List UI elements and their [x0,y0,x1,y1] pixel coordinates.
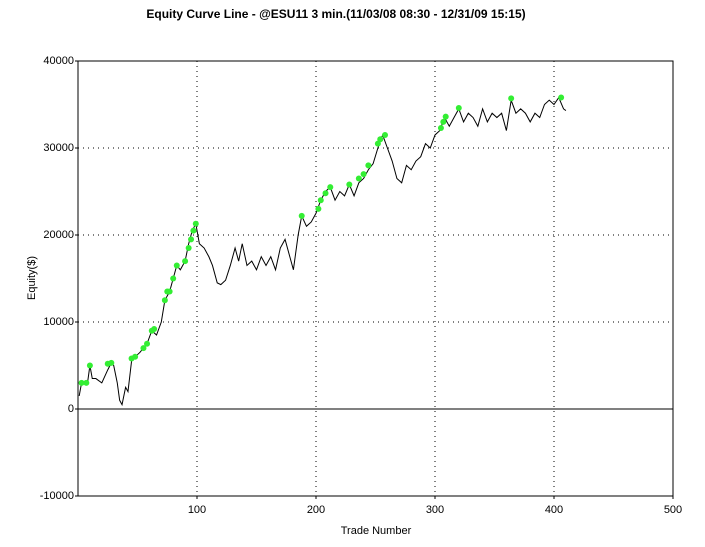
new-high-dot [185,245,192,252]
new-high-dot [327,184,334,191]
new-high-dot [322,190,329,197]
new-high-dot [377,136,384,143]
new-high-dot [173,262,180,269]
new-high-dot [317,197,324,204]
new-high-dot [108,359,115,366]
new-high-dot [382,131,389,138]
new-high-dot [78,379,85,386]
new-high-dot [86,362,93,369]
y-tick-label: 40000 [43,55,74,67]
new-high-dot [508,95,515,102]
new-high-dot [190,227,197,234]
new-high-dot [170,275,177,282]
x-tick-label: 300 [426,504,444,516]
new-high-dot [315,205,322,212]
new-high-dot [188,236,195,243]
y-tick-label: 20000 [43,229,74,241]
new-high-dot [161,297,168,304]
new-high-dot [140,345,147,352]
plot-frame [77,60,674,497]
new-high-dot [182,258,189,265]
new-high-dot [166,288,173,295]
new-high-dot [455,104,462,111]
x-tick-label: 100 [188,504,206,516]
x-axis-label: Trade Number [341,525,412,537]
new-high-dot [360,171,367,178]
new-high-dot [144,340,151,347]
y-tick-label: 0 [68,403,74,415]
y-tick-label: 30000 [43,142,74,154]
y-tick-label: -10000 [40,490,74,502]
new-high-dot [440,118,447,125]
new-high-dot [437,124,444,131]
new-high-dot [132,353,139,360]
new-high-dot [151,325,158,332]
y-tick-label: 10000 [43,316,74,328]
new-high-dot [192,220,199,227]
new-high-dot [558,94,565,101]
x-tick-label: 400 [545,504,563,516]
equity-line [78,96,567,407]
new-high-dot [355,175,362,182]
x-tick-label: 500 [664,504,682,516]
chart-title: Equity Curve Line - @ESU11 3 min.(11/03/… [146,7,525,21]
x-tick-label: 200 [307,504,325,516]
new-high-dot [298,212,305,219]
new-high-dot [346,181,353,188]
new-high-dot [83,379,90,386]
new-high-dot [365,162,372,169]
y-axis-label: Equity($) [26,256,38,300]
new-high-dot [442,113,449,120]
